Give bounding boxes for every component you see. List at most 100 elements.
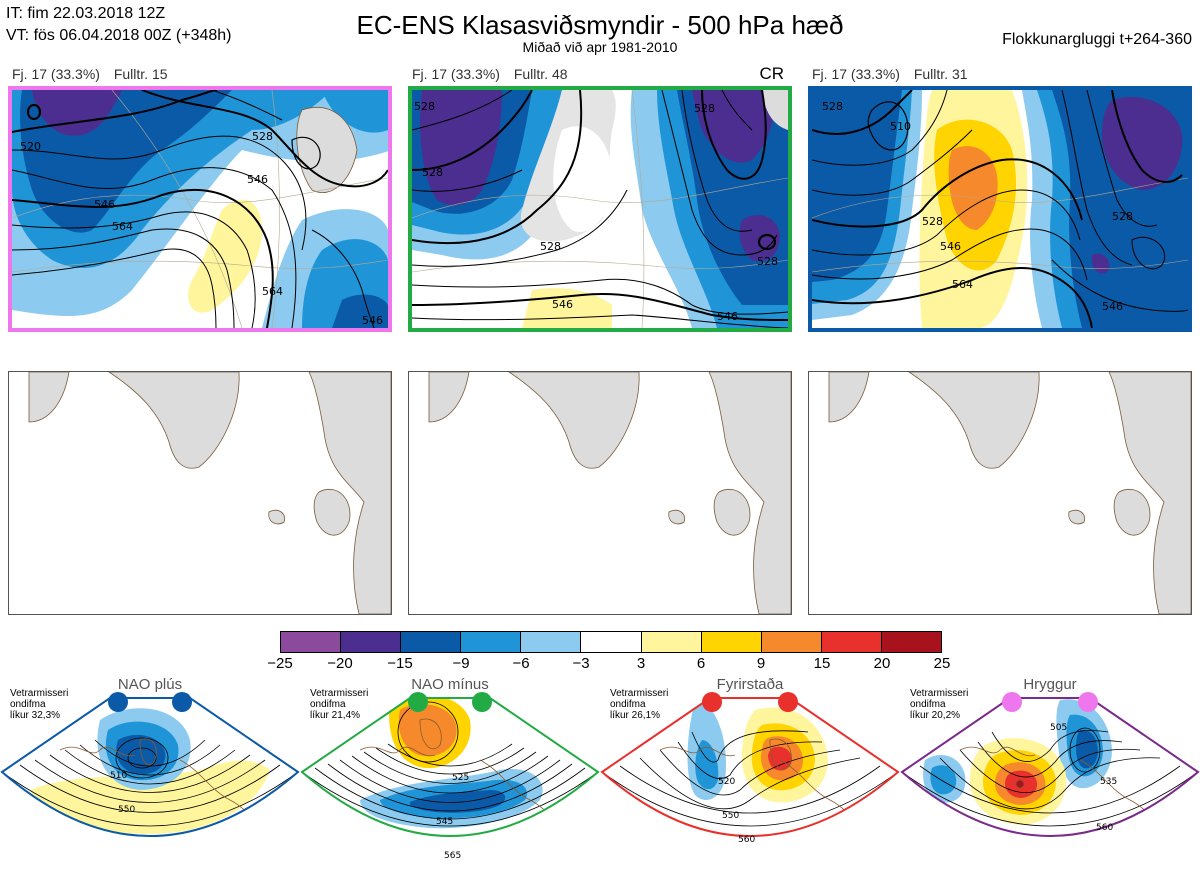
empty-map-3 (808, 371, 1192, 615)
colorbar-swatch (281, 632, 342, 652)
regime-info-line: líkur 20,2% (910, 710, 961, 721)
colorbar-tick: 9 (756, 655, 766, 672)
colorbar-tick: 25 (933, 655, 951, 672)
colorbar-swatch (341, 632, 402, 652)
colorbar-tick: −9 (452, 655, 470, 672)
regime-info-line: Vetrarmisseri (310, 688, 369, 699)
regime-info-line: líkur 26,1% (610, 710, 661, 721)
contour-label: 525 (452, 773, 469, 783)
contour-label: 546 (362, 314, 383, 327)
colorbar-tick: −15 (387, 655, 413, 672)
initial-time: IT: fim 22.03.2018 12Z (6, 5, 166, 22)
panel-2-rep: Fulltr. 48 (513, 66, 568, 82)
cluster-map-1: 520 528 546 546 564 564 546 (8, 86, 392, 332)
cluster-map-2: 528 528 528 546 528 528 546 (408, 86, 792, 332)
colorbar-swatch (761, 632, 822, 652)
contour-label: 510 (890, 120, 911, 133)
contour-label: 564 (112, 220, 133, 233)
contour-label: 528 (414, 100, 435, 113)
colorbar-tick: 20 (873, 655, 891, 672)
contour-label: 528 (822, 100, 843, 113)
contour-label: 505 (1050, 723, 1067, 733)
regime-info: Vetrarmisseri ondifma líkur 20,2% (910, 688, 968, 721)
colorbar-tick: −25 (267, 655, 293, 672)
contour-label: 528 (922, 215, 943, 228)
regime-info-line: ondifma (310, 699, 346, 710)
contour-label: 545 (436, 817, 453, 827)
control-run-tag: CR (759, 64, 784, 83)
panel-2-label: Fj. 17 (33.3%) Fulltr. 48 (412, 66, 578, 82)
panel-1-count: Fj. 17 (33.3%) (12, 66, 100, 82)
empty-map-2 (408, 371, 792, 615)
valid-time: VT: fös 06.04.2018 00Z (+348h) (6, 27, 232, 44)
colorbar-swatch (521, 632, 582, 652)
regime-title: Fyrirstaða (716, 676, 784, 693)
contour-label: 535 (1100, 777, 1117, 787)
regime-nao-plus: Vetrarmisseri ondifma líkur 32,3% (0, 676, 300, 870)
colorbar-tick: −20 (327, 655, 353, 672)
regime-info: Vetrarmisseri ondifma líkur 21,4% (310, 688, 368, 721)
contour-label: 528 (757, 255, 778, 268)
contour-label: 560 (1096, 823, 1113, 833)
regime-info-line: ondifma (610, 699, 646, 710)
regime-info-line: líkur 32,3% (10, 710, 61, 721)
contour-label: 550 (118, 805, 135, 815)
colorbar-tick: −3 (572, 655, 590, 672)
contour-label: 546 (94, 198, 115, 211)
regime-info: Vetrarmisseri ondifma líkur 26,1% (610, 688, 668, 721)
regime-info-line: Vetrarmisseri (10, 688, 69, 699)
panel-1-rep: Fulltr. 15 (113, 66, 168, 82)
regime-info: Vetrarmisseri ondifma líkur 32,3% (10, 688, 68, 721)
colorbar-swatch (881, 632, 942, 652)
contour-label: 546 (940, 240, 961, 253)
climate-reference: Miðað við apr 1981-2010 (522, 39, 678, 55)
contour-label: 528 (540, 240, 561, 253)
contour-label: 546 (1102, 300, 1123, 313)
empty-map-1 (8, 371, 392, 615)
colorbar-tick: 15 (813, 655, 831, 672)
contour-label: 550 (722, 811, 739, 821)
regime-info-line: Vetrarmisseri (610, 688, 669, 699)
regime-title: NAO mínus (411, 676, 489, 693)
regime-info-line: Vetrarmisseri (910, 688, 969, 699)
regime-info-line: ondifma (10, 699, 46, 710)
contour-label: 528 (1112, 210, 1133, 223)
panel-3-label: Fj. 17 (33.3%) Fulltr. 31 (812, 66, 978, 82)
panel-3-rep: Fulltr. 31 (913, 66, 968, 82)
contour-label: 564 (262, 285, 283, 298)
colorbar (280, 631, 942, 653)
contour-label: 565 (444, 851, 461, 861)
colorbar-swatch (821, 632, 882, 652)
regime-info-line: líkur 21,4% (310, 710, 361, 721)
cluster-map-3: 528 510 528 546 564 528 546 (808, 86, 1192, 332)
colorbar-tick: 3 (636, 655, 646, 672)
contour-label: 564 (952, 278, 973, 291)
contour-label: 520 (718, 777, 735, 787)
colorbar-swatch (401, 632, 462, 652)
colorbar-tick: −6 (512, 655, 530, 672)
colorbar-tick: 6 (696, 655, 706, 672)
regime-info-line: ondifma (910, 699, 946, 710)
page-title: EC-ENS Klasasviðsmyndir - 500 hPa hæð (356, 10, 844, 40)
panel-2-count: Fj. 17 (33.3%) (412, 66, 500, 82)
contour-label: 546 (247, 173, 268, 186)
colorbar-swatch (581, 632, 642, 652)
contour-label: 510 (110, 771, 127, 781)
contour-label: 528 (694, 102, 715, 115)
regime-title: Hryggur (1023, 676, 1077, 693)
regime-nao-minus: Vetrarmisseri ondifma líkur 21,4% (300, 676, 600, 870)
contour-label: 528 (252, 130, 273, 143)
contour-label: 520 (20, 140, 41, 153)
panel-1-label: Fj. 17 (33.3%) Fulltr. 15 (12, 66, 178, 82)
classification-window: Flokkunargluggi t+264-360 (1002, 31, 1192, 48)
contour-label: 560 (738, 835, 755, 845)
regime-ridge: Vetrarmisseri ondifma líkur 20,2% (900, 676, 1200, 870)
contour-label: 546 (552, 298, 573, 311)
contour-label: 546 (717, 310, 738, 323)
regime-title: NAO plús (117, 676, 183, 693)
colorbar-swatch (641, 632, 702, 652)
regime-blocking: Vetrarmisseri ondifma líkur 26,1% (600, 676, 900, 870)
panel-3-count: Fj. 17 (33.3%) (812, 66, 900, 82)
contour-label: 528 (422, 166, 443, 179)
colorbar-swatch (461, 632, 522, 652)
